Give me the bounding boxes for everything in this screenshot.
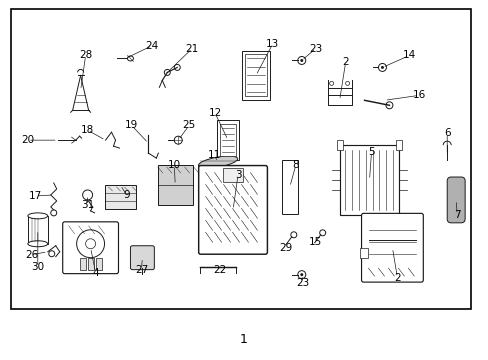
Bar bbox=[158, 165, 192, 205]
Text: 28: 28 bbox=[79, 50, 92, 60]
Bar bbox=[104, 185, 136, 209]
Bar bbox=[80, 258, 85, 270]
Text: 8: 8 bbox=[292, 160, 299, 170]
Text: 1: 1 bbox=[240, 333, 247, 346]
Text: 14: 14 bbox=[402, 50, 415, 60]
Text: 2: 2 bbox=[393, 273, 400, 283]
Text: 12: 12 bbox=[208, 108, 221, 118]
Text: 30: 30 bbox=[31, 262, 44, 272]
Text: 27: 27 bbox=[135, 265, 148, 275]
Bar bbox=[396, 140, 402, 150]
Ellipse shape bbox=[127, 56, 133, 61]
FancyBboxPatch shape bbox=[361, 213, 423, 282]
Bar bbox=[242, 50, 269, 100]
Bar bbox=[281, 159, 297, 214]
Bar bbox=[217, 120, 239, 160]
Text: 19: 19 bbox=[124, 120, 138, 130]
Text: 6: 6 bbox=[443, 128, 449, 138]
Text: 2: 2 bbox=[342, 58, 348, 67]
Bar bbox=[339, 145, 399, 215]
Text: 24: 24 bbox=[145, 41, 159, 50]
FancyBboxPatch shape bbox=[198, 166, 267, 254]
Circle shape bbox=[300, 59, 303, 62]
Text: 29: 29 bbox=[279, 243, 292, 253]
Text: 18: 18 bbox=[81, 125, 94, 135]
Bar bbox=[223, 167, 243, 183]
FancyBboxPatch shape bbox=[130, 246, 154, 270]
Bar bbox=[95, 258, 102, 270]
Text: 9: 9 bbox=[123, 190, 129, 200]
Ellipse shape bbox=[198, 156, 237, 168]
Text: 7: 7 bbox=[453, 210, 460, 220]
Text: 20: 20 bbox=[21, 135, 34, 145]
Text: 15: 15 bbox=[308, 237, 322, 247]
Bar bbox=[359, 248, 367, 258]
Text: 23: 23 bbox=[308, 44, 322, 54]
Text: 21: 21 bbox=[185, 44, 199, 54]
Text: 26: 26 bbox=[25, 250, 39, 260]
Text: 25: 25 bbox=[182, 120, 195, 130]
Text: 22: 22 bbox=[213, 265, 226, 275]
Bar bbox=[11, 9, 470, 310]
Bar bbox=[28, 216, 48, 244]
Ellipse shape bbox=[28, 213, 48, 219]
FancyBboxPatch shape bbox=[447, 177, 464, 223]
Bar bbox=[220, 124, 236, 156]
Text: 4: 4 bbox=[92, 267, 99, 278]
Circle shape bbox=[380, 66, 383, 69]
Text: 23: 23 bbox=[296, 278, 309, 288]
Text: 16: 16 bbox=[412, 90, 425, 100]
Text: 13: 13 bbox=[266, 39, 279, 49]
Bar bbox=[336, 140, 342, 150]
Circle shape bbox=[300, 273, 303, 276]
Ellipse shape bbox=[28, 241, 48, 247]
Bar bbox=[87, 258, 93, 270]
Text: 11: 11 bbox=[207, 150, 220, 160]
Text: 17: 17 bbox=[29, 191, 42, 201]
Text: 10: 10 bbox=[167, 160, 181, 170]
Text: 3: 3 bbox=[234, 170, 241, 180]
Bar bbox=[244, 54, 266, 96]
FancyBboxPatch shape bbox=[62, 222, 118, 274]
Text: 5: 5 bbox=[367, 147, 374, 157]
Text: 31: 31 bbox=[81, 200, 94, 210]
